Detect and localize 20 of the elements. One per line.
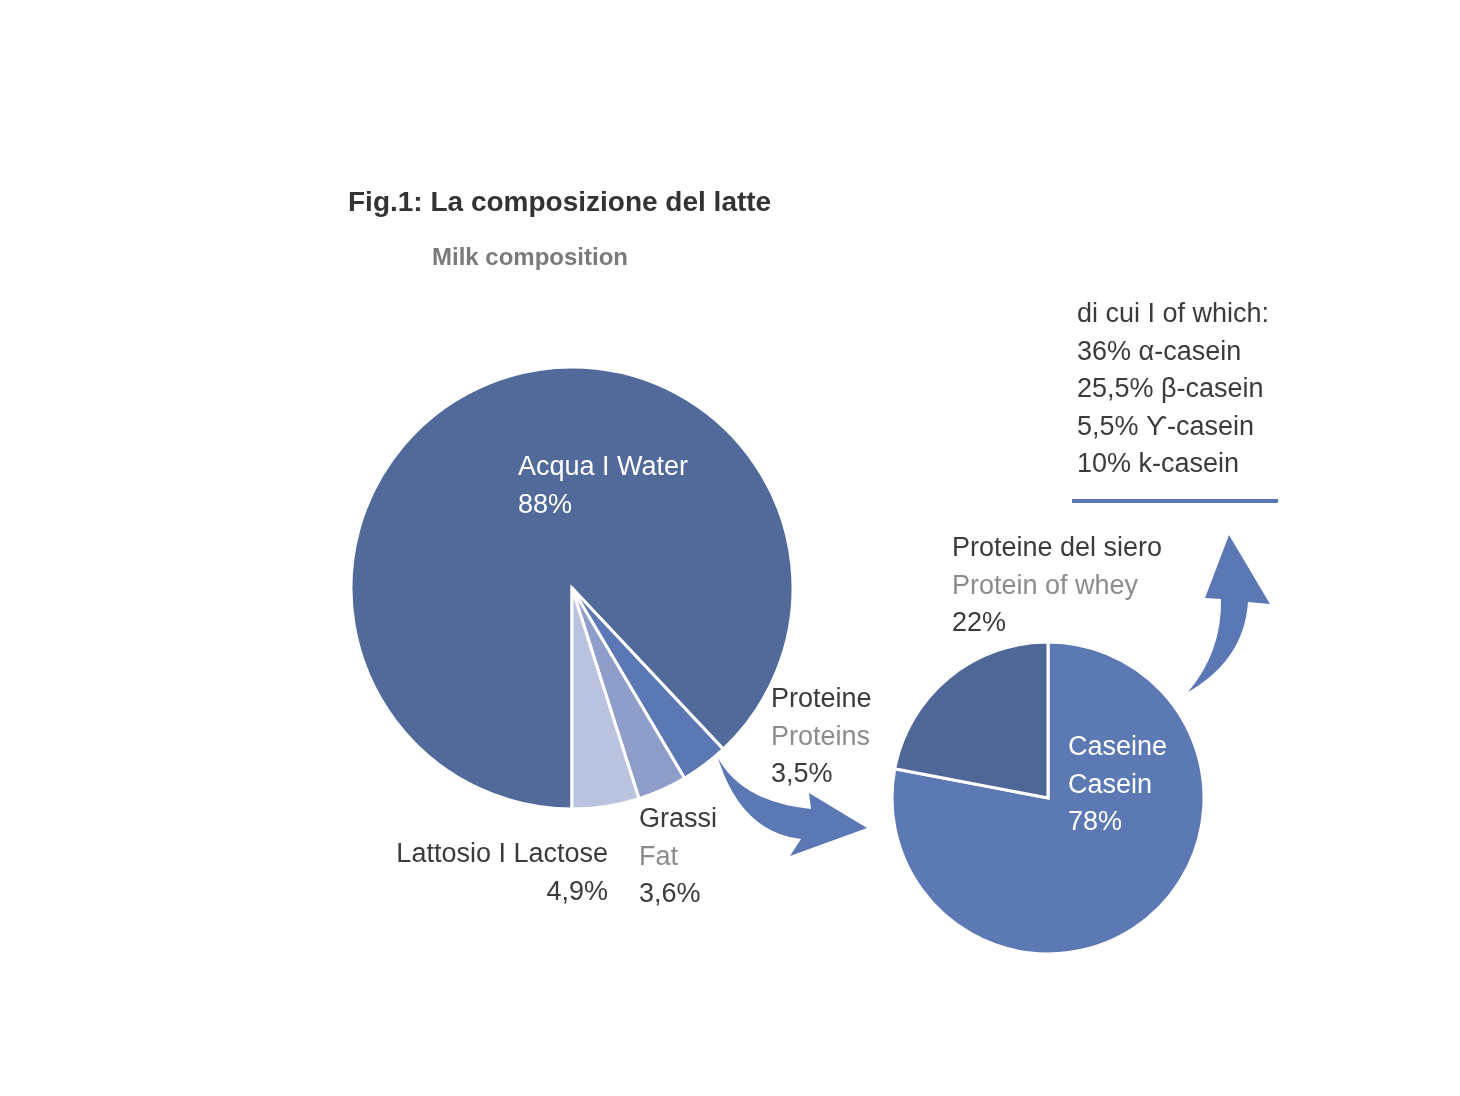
data-label: 3,6% — [639, 877, 702, 910]
data-label: 3,5% — [771, 757, 834, 790]
chart-title: Fig.1: La composizione del latte — [348, 185, 772, 219]
text: 10% k-casein — [1077, 447, 1241, 480]
slice-label: Grassi Fat — [639, 802, 718, 873]
data-label: 4,9% — [545, 874, 608, 908]
text: 25,5% β-casein — [1077, 372, 1265, 405]
text: 5,5% ϒ-casein — [1077, 409, 1255, 443]
pie-slice — [890, 640, 1206, 956]
slice-label: Caseine Casein — [1068, 730, 1168, 801]
data-label: 78% — [1068, 805, 1124, 838]
slice-label: Proteine del siero Protein of whey — [952, 531, 1163, 602]
slice-label: Acqua I Water — [518, 450, 689, 483]
text: 36% α-casein — [1077, 334, 1243, 368]
data-label: 22% — [952, 606, 1008, 639]
slice-label: Proteine Proteins — [771, 682, 872, 753]
chart-subtitle: Milk composition — [432, 243, 629, 271]
text: di cui I of which: — [1077, 297, 1270, 330]
data-label: 88% — [518, 487, 574, 521]
slice-label: Lattosio I Lactose — [396, 837, 608, 870]
